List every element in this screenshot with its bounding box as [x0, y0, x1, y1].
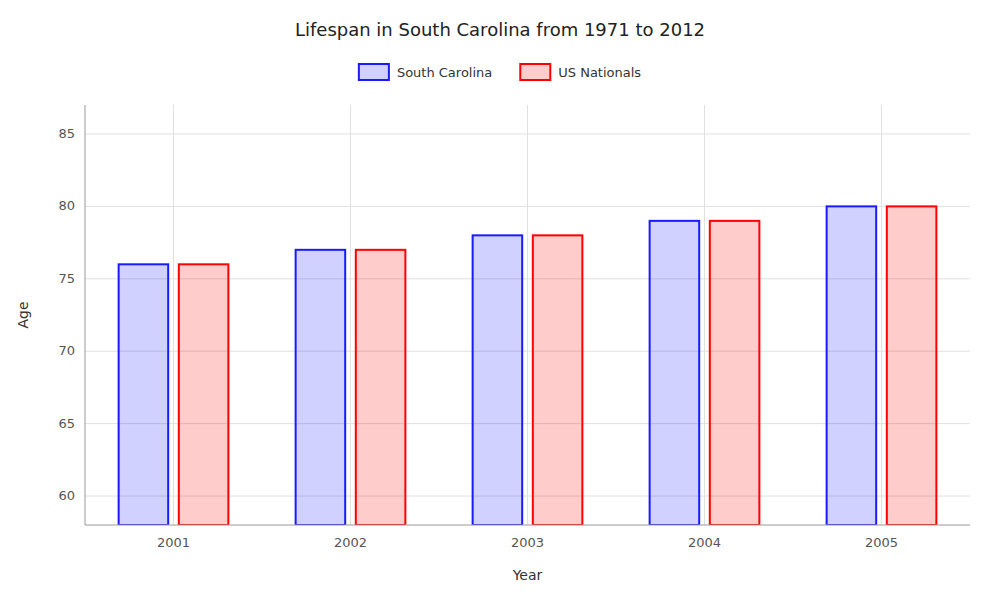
- legend-swatch: [359, 64, 389, 80]
- x-axis-label: Year: [512, 567, 543, 583]
- legend-swatch: [520, 64, 550, 80]
- x-tick-label: 2005: [865, 535, 898, 550]
- bar: [887, 206, 937, 525]
- y-tick-label: 85: [58, 126, 75, 141]
- bar: [827, 206, 877, 525]
- x-grid-line: [881, 105, 882, 525]
- y-tick-label: 65: [58, 416, 75, 431]
- x-tick-label: 2004: [688, 535, 721, 550]
- title: Lifespan in South Carolina from 1971 to …: [295, 19, 705, 40]
- bar: [710, 221, 760, 525]
- grid: [85, 105, 970, 525]
- y-tick-label: 60: [58, 488, 75, 503]
- bar: [296, 250, 346, 525]
- y-axis-line: [85, 105, 86, 525]
- bars: [119, 206, 937, 525]
- x-tick-label: 2002: [334, 535, 367, 550]
- y-tick-label: 75: [58, 271, 75, 286]
- y-tick-label: 80: [58, 198, 75, 213]
- x-grid-line: [173, 105, 174, 525]
- legend-label: South Carolina: [397, 65, 492, 80]
- y-axis-label: Age: [15, 301, 31, 328]
- x-axis-line: [85, 525, 970, 526]
- legend-label: US Nationals: [558, 65, 641, 80]
- bar: [473, 235, 523, 525]
- x-grid-line: [527, 105, 528, 525]
- bar: [650, 221, 700, 525]
- x-tick-label: 2003: [511, 535, 544, 550]
- legend: South Carolina US Nationals: [359, 64, 641, 80]
- x-tick-label: 2001: [157, 535, 190, 550]
- x-grid-line: [704, 105, 705, 525]
- x-grid-line: [350, 105, 351, 525]
- chart: 60 65 70 75 80 85 2001 2002 2003 2004 2005 Year Age L…: [0, 0, 1000, 600]
- chart-container: 60 65 70 75 80 85 2001 2002 2003 2004 2005 Year Age L…: [0, 0, 1000, 600]
- bar: [179, 264, 229, 525]
- y-tick-label: 70: [58, 343, 75, 358]
- legend-item: South Carolina: [359, 64, 492, 80]
- bar: [119, 264, 169, 525]
- legend-item: US Nationals: [520, 64, 641, 80]
- bar: [533, 235, 583, 525]
- bar: [356, 250, 406, 525]
